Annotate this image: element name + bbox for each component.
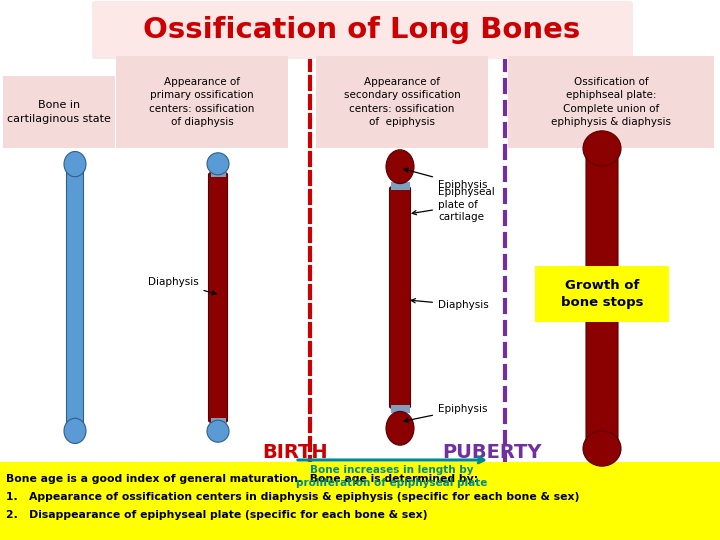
Text: Diaphysis: Diaphysis [411, 299, 489, 310]
Text: Bone in
cartilaginous state: Bone in cartilaginous state [7, 100, 111, 124]
Bar [390, 182, 410, 190]
FancyBboxPatch shape [0, 462, 720, 540]
Text: PUBERTY: PUBERTY [442, 443, 541, 462]
Text: Appearance of
secondary ossification
centers: ossification
of  epiphysis: Appearance of secondary ossification cen… [343, 77, 460, 127]
Text: 1.   Appearance of ossification centers in diaphysis & epiphysis (specific for e: 1. Appearance of ossification centers in… [6, 492, 580, 502]
Text: Diaphysis: Diaphysis [148, 277, 216, 295]
Text: Growth of
bone stops: Growth of bone stops [561, 279, 643, 309]
Bar [390, 405, 410, 413]
Ellipse shape [64, 418, 86, 443]
Ellipse shape [583, 431, 621, 466]
Text: BIRTH: BIRTH [262, 443, 328, 462]
Text: Bone increases in length by
proliferation of epiphyseal plate: Bone increases in length by proliferatio… [297, 465, 487, 488]
FancyBboxPatch shape [586, 154, 618, 443]
Text: Ossification of
ephiphseal plate:
Complete union of
ephiphysis & diaphysis: Ossification of ephiphseal plate: Comple… [551, 77, 671, 127]
FancyBboxPatch shape [209, 173, 228, 422]
FancyBboxPatch shape [390, 187, 410, 408]
Text: Epiphyseal
plate of
cartilage: Epiphyseal plate of cartilage [412, 187, 495, 222]
FancyBboxPatch shape [116, 56, 288, 148]
Ellipse shape [583, 131, 621, 166]
FancyBboxPatch shape [316, 56, 488, 148]
Ellipse shape [386, 411, 414, 445]
FancyBboxPatch shape [3, 76, 115, 148]
Ellipse shape [207, 420, 229, 442]
FancyBboxPatch shape [508, 56, 714, 148]
Text: Ossification of Long Bones: Ossification of Long Bones [143, 16, 580, 44]
FancyBboxPatch shape [66, 166, 84, 429]
Ellipse shape [207, 153, 229, 175]
Text: Epiphysis: Epiphysis [404, 404, 487, 422]
Text: 2.   Disappearance of epiphyseal plate (specific for each bone & sex): 2. Disappearance of epiphyseal plate (sp… [6, 510, 428, 520]
FancyBboxPatch shape [92, 1, 633, 59]
FancyBboxPatch shape [535, 266, 669, 322]
Text: Bone age is a good index of general maturation.  Bone age is determined by:: Bone age is a good index of general matu… [6, 474, 478, 484]
Ellipse shape [64, 152, 86, 177]
Text: Epiphysis: Epiphysis [404, 168, 487, 190]
Ellipse shape [386, 150, 414, 184]
Text: Appearance of
primary ossification
centers: ossification
of diaphysis: Appearance of primary ossification cente… [149, 77, 255, 127]
Bar [210, 170, 225, 177]
Bar [210, 418, 225, 425]
